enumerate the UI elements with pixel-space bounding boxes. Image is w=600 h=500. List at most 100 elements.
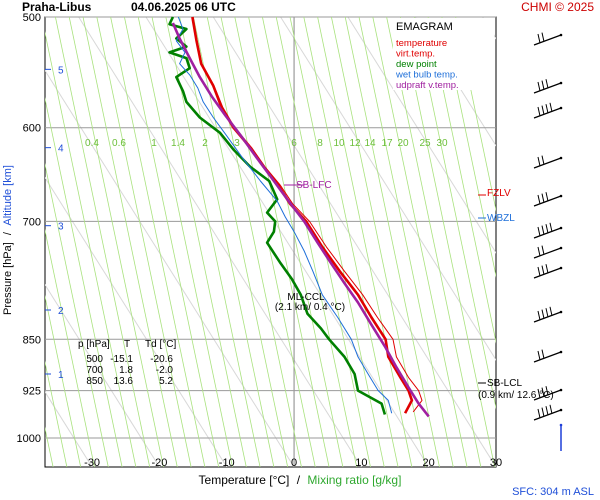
wind-barb-feather [537,350,541,361]
mixing-ratio-line [96,17,192,467]
wind-barb-feather [541,32,545,42]
mixing-ratio-line [110,17,206,467]
chmi-credit: CHMI © 2025 [521,0,594,14]
mixing-ratio-line [413,17,496,410]
table-cell: 700 [86,365,103,376]
wind-barb-dot [559,350,563,354]
wind-barb-dot [559,81,563,85]
mixing-ratio-line [45,294,82,467]
mixing-ratio-line [427,17,496,344]
wind-barb-feather [545,104,549,114]
series-line-2 [168,16,387,415]
table-header: Td [°C] [145,339,176,350]
wind-barb-staff [533,157,562,169]
ylabel-altitude: Altitude [km] [2,165,14,226]
table-cell: -15.1 [110,354,133,365]
annotation-label: (2.1 km/ 0.4 °C) [275,302,345,313]
mixing-ratio-line [165,17,261,467]
wind-barb-feather [537,266,541,277]
wind-barb-staff [533,351,562,363]
table-cell: 850 [86,376,103,387]
wind-barb-feather [541,407,545,417]
wind-barb-feather [545,264,549,274]
wind-barb [533,102,563,119]
xlabel-mixing-ratio: Mixing ratio [g/kg] [307,473,402,487]
mixing-ratio-line [45,97,123,467]
altitude-tick-label: 2 [58,306,64,317]
dry-adiabat-line [145,17,430,467]
altitude-tick-label: 4 [58,144,64,155]
mixing-ratio-line [289,17,385,467]
mixing-ratio-line [372,17,468,467]
wind-barb-feather [541,349,545,359]
wind-barb-feather [541,105,545,115]
wind-barb-staff [533,247,562,259]
series-layer [168,16,430,418]
wind-barb-feather [549,404,553,414]
wind-barb-dot [559,33,563,37]
wind-barb-dot [559,194,563,198]
mixing-ratio-label: 1 [151,138,157,149]
dry-adiabat-line [45,176,228,467]
wind-barb-feather [545,192,549,202]
mixing-ratio-label: 20 [397,138,409,149]
series-line-4 [171,22,430,418]
mixing-ratio-label: 1.4 [171,138,185,149]
mixing-ratio-label: 25 [419,138,431,149]
wind-barb-feather [541,309,545,319]
dry-adiabat-line [45,283,160,467]
annotation-label: SB-LCL [487,378,522,389]
wind-barb-feather [549,306,553,316]
mixing-ratio-line [303,17,399,467]
annotation-label: WBZL [487,213,515,224]
wind-barb-feather [545,308,549,318]
wind-barb-feather [545,386,549,396]
mixing-ratio-line [45,162,109,467]
mixing-ratio-line [179,17,275,467]
wind-barbs-layer [533,32,563,451]
table-header: T [124,339,130,350]
table-cell: -20.6 [150,354,173,365]
ylabel-sep: / [2,231,14,235]
mixing-ratio-line [386,17,482,467]
x-axis-label: Temperature [°C] / Mixing ratio [g/kg] [0,473,600,487]
legend-box [393,18,494,90]
mixing-ratio-line [262,17,358,467]
mixing-ratio-line [82,17,178,467]
xlabel-separator: / [296,473,301,487]
temperature-tick-label: 10 [355,457,367,469]
wind-barb-feather [549,102,553,112]
mixing-ratio-line [234,17,330,467]
mixing-ratio-line [400,17,496,467]
mixing-ratio-label: 0.6 [112,138,126,149]
wind-barb [533,79,563,94]
mixing-ratio-label: 30 [436,138,448,149]
series-line-1 [192,16,423,413]
pressure-tick-label: 1000 [17,433,41,445]
mixing-ratio-line [124,17,220,467]
dry-adiabat-line [45,69,295,467]
temperature-tick-label: -20 [151,457,167,469]
wind-barb-feather [545,224,549,234]
wind-barb-dot [559,156,563,160]
wind-barb-feather [541,80,545,90]
wind-barb-feather [537,246,541,257]
mixing-ratio-line [137,17,233,467]
wind-barb [533,404,563,421]
wind-barb-feather [537,408,541,419]
wind-barb-feather [545,406,549,416]
surface-wind-dot [559,423,563,427]
altitude-tick-label: 1 [58,370,64,381]
sounding-datetime: 04.06.2025 06 UTC [131,0,236,14]
wind-barb [533,306,563,323]
mixing-ratio-line [206,17,302,467]
wind-barb-staff [533,34,562,46]
wind-barb-dot [559,408,563,412]
dry-adiabat-line [78,17,362,467]
mixing-ratio-line [45,31,137,467]
wind-barb [533,155,563,169]
mixing-ratio-label: 3 [234,138,240,149]
annotation-label: SB-LFC [296,180,332,191]
temperature-tick-label: 0 [291,457,297,469]
